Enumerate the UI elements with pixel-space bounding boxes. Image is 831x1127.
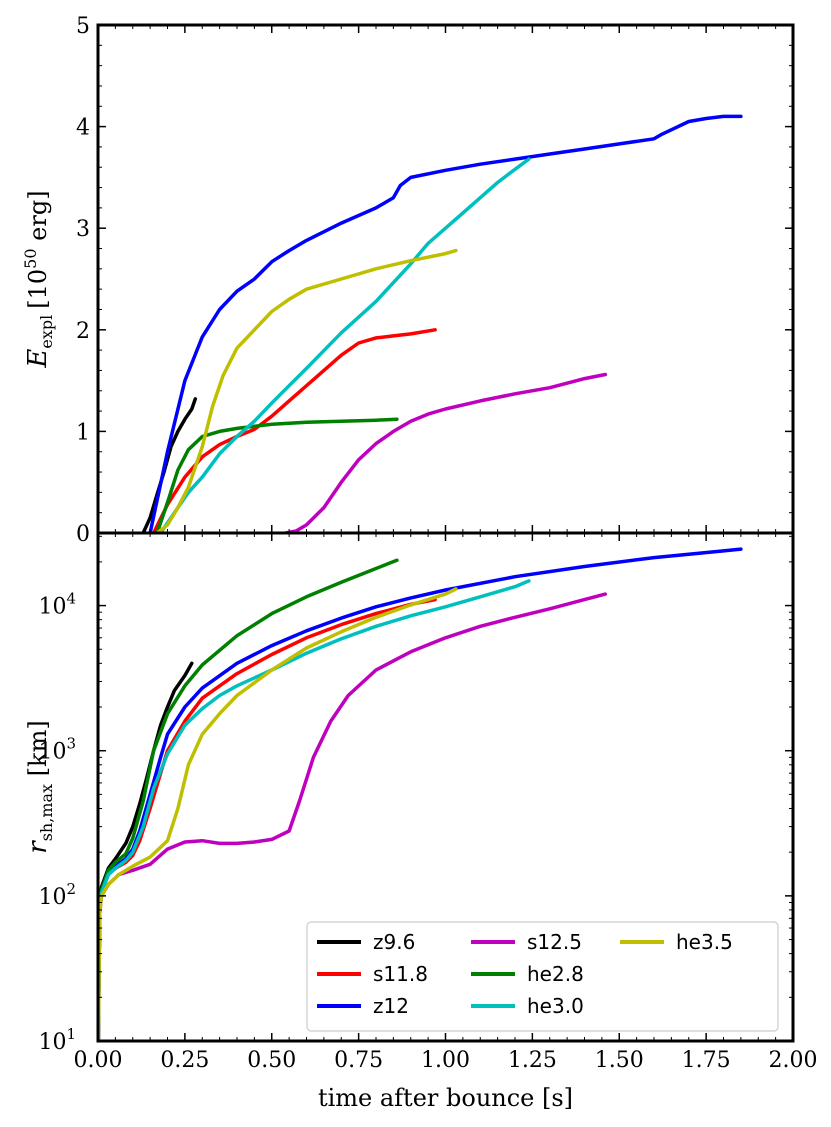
bottom-panel: 0.00 0.25 0.50 0.75 1.00 1.25 1.50 1.75 2.00 101 1…: [23, 531, 817, 1112]
top-y-unit-exp: 50: [21, 248, 40, 268]
top-series-z9.6: [141, 397, 198, 533]
legend-label-he3.0: he3.0: [527, 994, 584, 1018]
x-tick-label: 0.75: [334, 1048, 383, 1073]
top-y-axis-label: Eexpl [1050 erg]: [21, 190, 56, 368]
bottom-panel-frame: [96, 531, 795, 1043]
top-series-group: [141, 114, 743, 533]
top-panel: 0 1 2 3 4 5 Eexpl [1050 erg]: [21, 14, 795, 547]
top-y-tick-label: 0: [76, 522, 90, 547]
top-y-tick-label: 1: [76, 420, 90, 445]
bottom-y-axis-label: rsh,max [km]: [23, 720, 56, 853]
top-y-tick-label: 2: [76, 319, 90, 344]
bottom-series-group: [98, 547, 743, 1041]
bottom-y-unit: [km]: [24, 720, 52, 784]
top-series-he3.0: [158, 157, 531, 533]
top-y-unit-post: erg]: [24, 190, 52, 248]
top-series-s12.5: [283, 372, 608, 533]
x-tick-label: 0.25: [160, 1048, 209, 1073]
legend-label-z9.6: z9.6: [373, 930, 415, 954]
top-y-subscript: expl: [37, 315, 56, 349]
top-y-tick-label: 5: [76, 14, 90, 39]
bottom-y-tick-label: 104: [38, 590, 76, 620]
bottom-y-tick-label: 101: [38, 1025, 76, 1055]
legend: z9.6 s11.8 z12 s12.5 he2.8 he3.0 he3.5: [306, 921, 779, 1032]
x-tick-label: 1.50: [595, 1048, 644, 1073]
legend-label-he3.5: he3.5: [676, 930, 733, 954]
x-tick-label: 1.75: [682, 1048, 731, 1073]
bottom-y-tick-label: 102: [38, 880, 76, 910]
bottom-y-tick-label: 103: [38, 735, 76, 765]
top-series-he3.5: [155, 248, 458, 533]
x-tick-label: 2.00: [769, 1048, 818, 1073]
bottom-y-symbol: r: [23, 840, 53, 854]
top-y-tick-label: 4: [76, 116, 90, 141]
x-axis-label: time after bounce [s]: [318, 1084, 573, 1112]
top-series-he2.8: [155, 417, 399, 533]
x-tick-label: 1.25: [508, 1048, 557, 1073]
x-tick-label: 1.00: [421, 1048, 470, 1073]
legend-box: [306, 921, 779, 1032]
bottom-series-he3.0: [98, 579, 531, 1041]
bottom-ticks-group: 0.00 0.25 0.50 0.75 1.00 1.25 1.50 1.75 2.00 101 1…: [38, 533, 817, 1073]
top-y-tick-label: 3: [76, 217, 90, 242]
legend-label-s12.5: s12.5: [527, 930, 582, 954]
bottom-y-subscript: sh,max: [37, 784, 56, 841]
top-series-z12: [148, 114, 743, 533]
bottom-series-he3.5: [98, 587, 458, 1041]
legend-label-s11.8: s11.8: [373, 962, 428, 986]
top-y-unit-pre: [10: [24, 269, 52, 309]
x-tick-label: 0.00: [74, 1048, 123, 1073]
x-tick-label: 0.50: [247, 1048, 296, 1073]
legend-label-z12: z12: [373, 994, 409, 1018]
legend-label-he2.8: he2.8: [527, 962, 584, 986]
top-y-symbol: E: [23, 349, 53, 369]
